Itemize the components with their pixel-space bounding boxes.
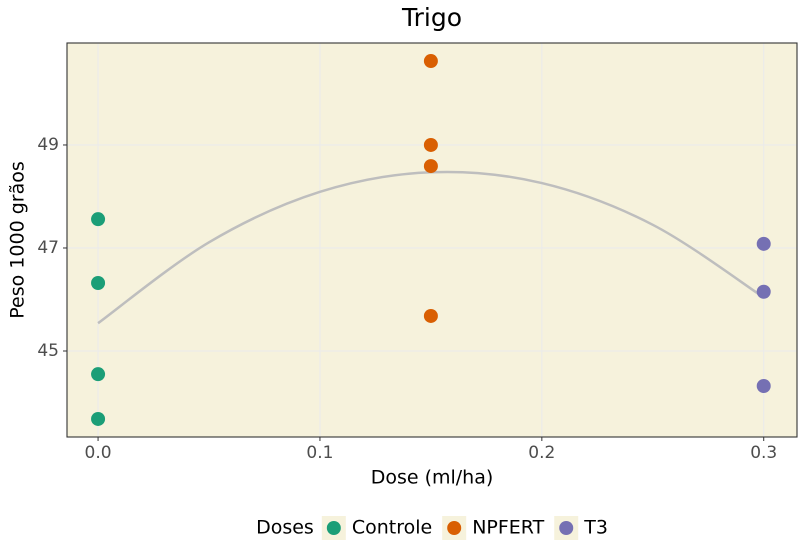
legend-title: Doses: [256, 517, 314, 539]
point: [423, 159, 438, 174]
point: [91, 411, 106, 426]
plot-background: [67, 43, 797, 437]
legend: Doses Controle NPFERT T3: [256, 516, 608, 540]
point: [91, 276, 106, 291]
x-tick-label: 0.0: [85, 443, 112, 463]
legend-marker: [559, 521, 574, 535]
legend-label: NPFERT: [472, 517, 544, 539]
y-tick-label: 45: [37, 341, 59, 361]
x-tick-label: 0.1: [306, 443, 333, 463]
legend-label: T3: [583, 517, 608, 539]
point: [423, 308, 438, 323]
point: [756, 379, 771, 394]
chart-title: Trigo: [401, 3, 462, 32]
point: [756, 284, 771, 299]
point: [91, 212, 106, 227]
point: [423, 54, 438, 69]
x-tick-label: 0.2: [528, 443, 555, 463]
point: [756, 236, 771, 251]
legend-marker: [447, 521, 462, 535]
point: [423, 137, 438, 152]
x-tick-label: 0.3: [750, 443, 777, 463]
plot-border: [66, 42, 798, 438]
legend-label: Controle: [352, 517, 432, 539]
y-tick-label: 49: [37, 135, 59, 155]
point: [91, 367, 106, 382]
y-tick-label: 47: [37, 238, 59, 258]
y-axis-label: Peso 1000 grãos: [7, 161, 29, 318]
legend-marker: [326, 521, 341, 535]
x-axis-label: Dose (ml/ha): [371, 467, 494, 489]
